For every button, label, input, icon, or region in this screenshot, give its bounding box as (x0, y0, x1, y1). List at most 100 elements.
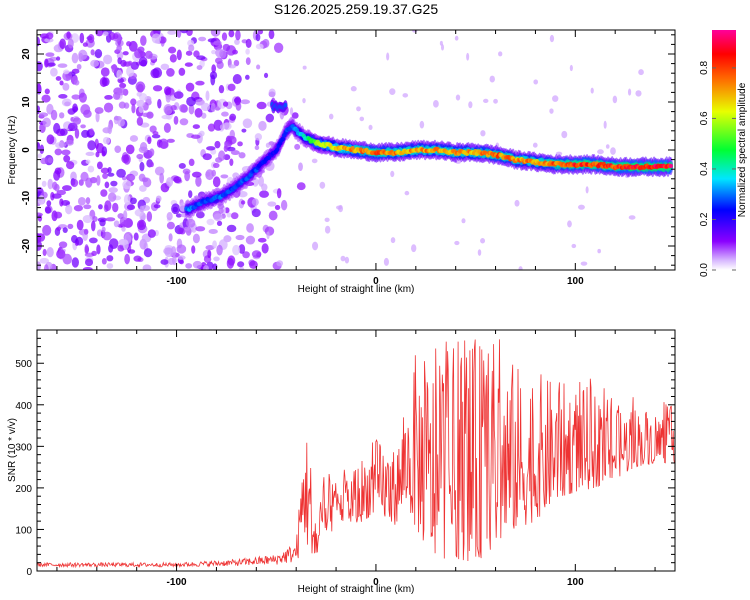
noise-blob (276, 260, 284, 267)
figure-title: S126.2025.259.19.37.G25 (274, 1, 438, 17)
noise-blob (67, 38, 74, 49)
noise-blob (111, 63, 118, 74)
noise-blob (66, 31, 71, 39)
noise-blob (103, 102, 114, 113)
noise-blob (268, 210, 278, 221)
noise-blob (171, 246, 177, 257)
noise-blob (143, 248, 153, 258)
noise-blob (234, 38, 240, 45)
noise-blob (338, 204, 344, 213)
noise-blob (201, 102, 210, 112)
noise-blob (72, 106, 79, 112)
noise-blob (638, 69, 644, 76)
noise-blob (268, 88, 276, 98)
noise-blob (296, 182, 306, 191)
noise-blob (173, 115, 179, 125)
spectrogram-x-tick-label: -100 (167, 276, 187, 287)
noise-blob (94, 107, 104, 114)
noise-blob (61, 149, 71, 156)
noise-blob (240, 200, 246, 205)
noise-blob (232, 73, 242, 85)
noise-blob (251, 208, 261, 218)
noise-blob (73, 79, 80, 86)
spectrogram-y-tick-label: -20 (21, 238, 32, 253)
noise-blob (91, 250, 97, 256)
noise-blob (612, 95, 618, 104)
noise-blob (215, 57, 223, 64)
noise-blob (580, 261, 588, 266)
noise-blob (569, 64, 573, 72)
noise-blob (77, 196, 86, 206)
noise-blob (71, 68, 80, 74)
noise-blob (255, 43, 264, 50)
noise-blob (208, 228, 218, 234)
ridge-mark (280, 136, 286, 142)
spectrogram-y-tick-label: 20 (21, 48, 32, 60)
noise-blob (245, 235, 256, 245)
noise-blob (37, 36, 41, 47)
noise-blob (238, 190, 248, 198)
noise-blob (198, 36, 207, 42)
noise-blob (52, 181, 58, 190)
noise-blob (122, 239, 129, 250)
noise-blob (165, 94, 171, 103)
noise-blob (229, 113, 237, 121)
noise-blob (221, 32, 228, 41)
noise-blob (126, 204, 136, 211)
noise-blob (206, 218, 215, 226)
noise-blob (124, 253, 130, 265)
noise-blob (71, 94, 81, 100)
noise-blob (234, 96, 241, 106)
noise-blob (163, 247, 173, 255)
spectrogram-y-ticks: -20 -10 0 10 20 (21, 34, 675, 266)
noise-blob (63, 155, 71, 163)
noise-blob (130, 98, 137, 106)
noise-blob (237, 261, 245, 268)
noise-blob (133, 232, 139, 241)
noise-blob (138, 56, 148, 67)
noise-blob (627, 88, 632, 96)
noise-blob (142, 264, 152, 270)
noise-blob (163, 86, 172, 96)
noise-blob (37, 195, 45, 205)
noise-blob (44, 88, 50, 95)
noise-blob (74, 128, 80, 139)
noise-blob (280, 199, 288, 211)
noise-blob (163, 123, 171, 133)
noise-blob (78, 49, 88, 61)
snr-x-ticks: -100 0 100 (56, 330, 656, 588)
noise-blob (134, 48, 143, 59)
noise-blob (83, 204, 92, 210)
noise-blob (37, 214, 43, 222)
noise-blob (108, 238, 119, 250)
noise-blob (140, 35, 147, 46)
noise-blob (533, 79, 539, 85)
snr-series-line (37, 339, 675, 569)
noise-blob (590, 87, 594, 94)
noise-blob (195, 226, 206, 232)
noise-blob (136, 91, 142, 97)
noise-blob (123, 194, 131, 206)
noise-blob (107, 123, 113, 135)
noise-blob (159, 141, 169, 149)
snr-frame (36, 329, 676, 572)
noise-blob (514, 199, 520, 207)
noise-blob (167, 257, 175, 265)
noise-blob (79, 32, 85, 44)
noise-blob (65, 204, 73, 215)
noise-blob (404, 190, 410, 196)
noise-blob (184, 170, 191, 182)
noise-blob (211, 49, 217, 55)
noise-blob (147, 136, 152, 145)
noise-blob (237, 141, 243, 147)
noise-blob (145, 50, 153, 59)
noise-blob (222, 101, 229, 107)
noise-blob (106, 263, 114, 269)
noise-blob (40, 157, 48, 165)
noise-blob (82, 267, 93, 270)
noise-blob (37, 233, 42, 244)
noise-blob (206, 146, 216, 151)
noise-blob (201, 112, 207, 119)
noise-blob (577, 204, 585, 210)
